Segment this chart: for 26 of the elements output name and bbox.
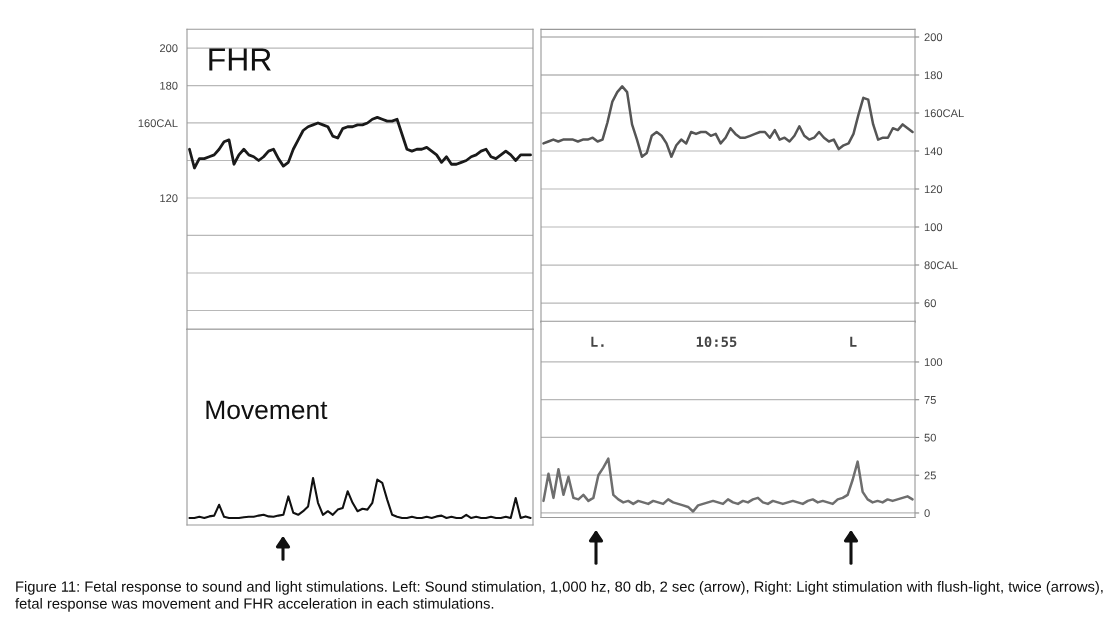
- y-tick-label: 180: [160, 81, 178, 90]
- y-tick-label: 0: [924, 509, 930, 518]
- line-series: [542, 85, 914, 158]
- y-tick-label: 100: [924, 223, 943, 232]
- caption: Figure 11: Fetal response to sound and light stimulations. Left: Sound stimulation, 1,000 hz, 80 db, 2 sec (arrow), Right: Light stimulation with flush-light, twice (arrows), fetal response was movement and FHR acceleration in each stimulations.: [15, 581, 1103, 612]
- y-tick-label: 80CAL: [924, 261, 958, 270]
- y-tick-label: 200: [924, 33, 943, 42]
- y-tick-label: 160CAL: [138, 119, 178, 128]
- y-tick-label: 120: [160, 194, 178, 203]
- y-tick-label: 60: [924, 299, 936, 308]
- annotation: 10:55: [696, 336, 737, 348]
- annotation: FHR: [209, 48, 271, 71]
- y-tick-label: 50: [924, 433, 936, 442]
- annotation: L: [850, 336, 857, 347]
- text: Movement: [206, 400, 328, 420]
- y-tick-label: 160CAL: [924, 109, 964, 118]
- y-tick-label: 75: [924, 396, 936, 404]
- y-tick-label: 140: [924, 147, 943, 156]
- y-tick-label: 120: [924, 185, 943, 194]
- y-tick-label: 200: [159, 44, 178, 53]
- y-tick-label: 100: [924, 358, 943, 367]
- line-series: [188, 115, 532, 170]
- y-tick-label: 180: [924, 71, 943, 80]
- line-series: [542, 457, 914, 513]
- annotation: L.: [591, 336, 604, 347]
- y-tick-label: 25: [924, 471, 936, 480]
